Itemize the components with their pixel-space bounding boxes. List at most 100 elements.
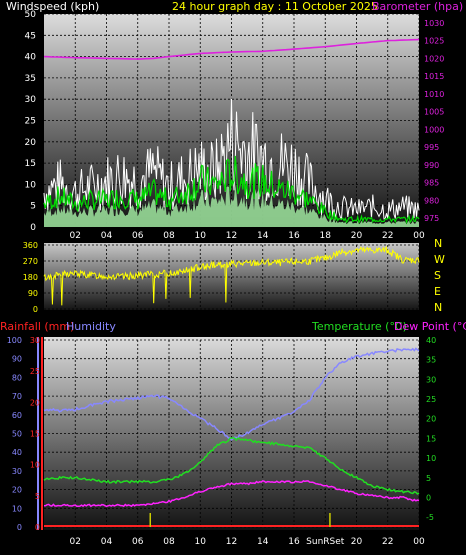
rainfall-tick-label: 10 (30, 461, 40, 470)
barometer-tick-label: 985 (424, 179, 439, 188)
temp-x-tick-label: 22 (382, 537, 393, 547)
rainfall-tick-label: 30 (30, 336, 40, 345)
wind-tick-label: 10 (25, 180, 37, 190)
temp-x-tick-label: 14 (257, 537, 269, 547)
temp-x-tick-label: 16 (288, 537, 300, 547)
direction-tick-label: 270 (23, 257, 38, 266)
temp-x-tick-label: 20 (351, 537, 363, 547)
rainfall-axis-label: Rainfall (mm) (0, 320, 74, 333)
wind-gust-line (43, 98, 420, 221)
wind-average-fill (44, 184, 419, 227)
wind-tick-label: 0 (30, 223, 36, 233)
humidity-tick-label: 0 (17, 523, 22, 532)
direction-tick-label: 360 (23, 241, 38, 250)
humidity-tick-label: 30 (12, 467, 22, 476)
direction-tick-label: 180 (23, 273, 38, 282)
wind-tick-label: 15 (25, 159, 36, 169)
humidity-tick-label: 60 (12, 411, 22, 420)
compass-tick-label: S (434, 269, 441, 282)
direction-tick-label: 90 (28, 289, 38, 298)
temp-x-tick-label: 02 (70, 537, 81, 547)
temp-x-tick-label: 12 (226, 537, 237, 547)
rainfall-tick-label: 25 (30, 367, 40, 376)
humidity-tick-label: 70 (12, 392, 22, 401)
temperature-tick-label: 5 (426, 474, 431, 483)
humidity-tick-label: 90 (12, 355, 22, 364)
barometer-tick-label: 1030 (424, 19, 444, 28)
wind-tick-label: 45 (25, 31, 36, 41)
compass-tick-label: W (434, 253, 445, 266)
temp-x-tick-label: 08 (163, 537, 175, 547)
wind-tick-label: 50 (25, 10, 37, 20)
wind-tick-label: 20 (25, 138, 37, 148)
humidity-tick-label: 20 (12, 486, 22, 495)
humidity-tick-label: 100 (7, 336, 22, 345)
barometer-tick-label: 995 (424, 143, 439, 152)
wind-x-tick-label: 06 (132, 231, 144, 241)
wind-x-tick-label: 12 (226, 231, 237, 241)
wind-x-tick-label: 02 (70, 231, 81, 241)
barometer-tick-label: 1015 (424, 72, 444, 81)
wind-x-tick-label: 08 (163, 231, 175, 241)
compass-tick-label: N (434, 237, 442, 250)
temperature-tick-label: 35 (426, 356, 436, 365)
barometer-tick-label: 975 (424, 214, 439, 223)
wind-direction-line (43, 245, 420, 306)
barometer-tick-label: 1005 (424, 108, 444, 117)
barometer-line (43, 38, 420, 60)
wind-x-tick-label: 10 (195, 231, 207, 241)
temp-x-tick-label: SunRSet (306, 537, 345, 547)
chart-title: 24 hour graph day : 11 October 2025 (172, 0, 378, 13)
rainfall-tick-label: 15 (30, 430, 40, 439)
temperature-tick-label: 25 (426, 395, 436, 404)
wind-axis-label: Windspeed (kph) (6, 0, 99, 13)
rainfall-tick-label: 20 (30, 398, 40, 407)
barometer-tick-label: 1020 (424, 54, 444, 63)
temperature-tick-label: 40 (426, 336, 436, 345)
humidity-tick-label: 40 (12, 448, 22, 457)
compass-tick-label: E (434, 285, 441, 298)
barometer-tick-label: 1000 (424, 125, 444, 134)
humidity-tick-label: 50 (12, 430, 22, 439)
temperature-line (43, 437, 420, 495)
temp-x-tick-label: 04 (101, 537, 113, 547)
temperature-tick-label: 30 (426, 375, 436, 384)
wind-x-tick-label: 22 (382, 231, 393, 241)
temperature-tick-label: 20 (426, 415, 436, 424)
wind-x-tick-label: 16 (288, 231, 300, 241)
rainfall-tick-label: 5 (35, 492, 40, 501)
wind-x-tick-label: 04 (101, 231, 113, 241)
temperature-tick-label: 0 (426, 493, 431, 502)
humidity-tick-label: 10 (12, 504, 22, 513)
barometer-axis-label: Barometer (hpa) (372, 0, 463, 13)
temperature-tick-label: -5 (426, 513, 434, 522)
wind-x-tick-label: 18 (320, 231, 332, 241)
humidity-line (43, 347, 420, 441)
direction-tick-label: 0 (33, 305, 38, 314)
temp-x-tick-label: 10 (195, 537, 207, 547)
wind-tick-label: 40 (25, 53, 37, 63)
temp-x-tick-label: 06 (132, 537, 144, 547)
wind-x-tick-label: 14 (257, 231, 269, 241)
humidity-axis-label: Humidity (66, 320, 116, 333)
compass-tick-label: N (434, 301, 442, 314)
barometer-tick-label: 980 (424, 196, 439, 205)
wind-tick-label: 30 (25, 95, 37, 105)
dewpoint-axis-label: Dew Point (°C) (394, 320, 466, 333)
barometer-tick-label: 1010 (424, 90, 444, 99)
wind-tick-label: 25 (25, 117, 36, 127)
rainfall-tick-label: 0 (35, 523, 40, 532)
wind-average-line (43, 155, 420, 225)
temp-x-tick-label: 00 (413, 537, 425, 547)
wind-tick-label: 35 (25, 74, 36, 84)
humidity-tick-label: 80 (12, 373, 22, 382)
temperature-axis-label: Temperature (°C) (311, 320, 407, 333)
wind-x-tick-label: 20 (351, 231, 363, 241)
wind-tick-label: 5 (30, 202, 36, 212)
temperature-tick-label: 15 (426, 434, 436, 443)
temperature-tick-label: 10 (426, 454, 436, 463)
barometer-tick-label: 990 (424, 161, 439, 170)
wind-x-tick-label: 00 (413, 231, 425, 241)
